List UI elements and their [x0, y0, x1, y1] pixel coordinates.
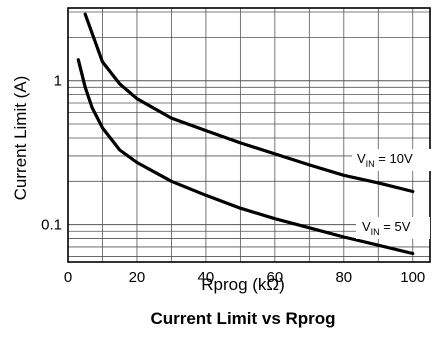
y-tick-label: 0.1	[41, 217, 62, 234]
x-tick-label: 100	[400, 269, 425, 286]
x-tick-label: 40	[198, 269, 215, 286]
plot-frame	[67, 7, 431, 263]
x-tick-label: 20	[129, 269, 146, 286]
series-label-background	[356, 217, 430, 239]
series-line-2	[76, 58, 415, 256]
y-tick-label: 1	[54, 73, 62, 90]
series-label-1: VIN = 10V	[357, 151, 413, 169]
chart-title: Current Limit vs Rprog	[150, 309, 335, 328]
x-axis-label: Rprog (kΩ)	[201, 275, 285, 294]
x-tick-label: 60	[267, 269, 284, 286]
y-axis-label: Current Limit (A)	[11, 76, 30, 201]
tick-labels: 0 20 40 60 80 100 1 0.1	[41, 73, 425, 286]
series-label-background	[352, 149, 432, 171]
x-tick-label: 0	[64, 269, 72, 286]
series-group	[76, 12, 415, 256]
series-line-1	[83, 12, 415, 194]
series-label-2: VIN = 5V	[362, 219, 411, 237]
series-labels: VIN = 10V VIN = 5V	[352, 149, 432, 239]
x-tick-label: 80	[335, 269, 352, 286]
